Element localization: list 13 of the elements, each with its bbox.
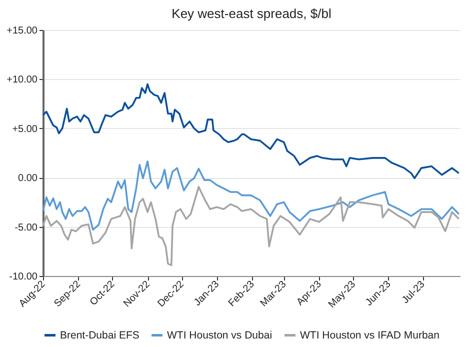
line-series (42, 186, 460, 266)
y-tick-label: +10.00 (6, 74, 38, 86)
chart-title: Key west-east spreads, $/bl (172, 6, 332, 21)
y-tick-label: +15.00 (6, 26, 38, 36)
line-series (42, 160, 460, 231)
y-tick-label: 0.00 (18, 173, 38, 184)
line-series (42, 83, 460, 180)
legend-label: WTI Houston vs IFAD Murban (300, 329, 440, 342)
legend-label: Brent-Dubai EFS (60, 329, 140, 342)
legend-label: WTI Houston vs Dubai (167, 329, 272, 342)
y-tick-label: -5.00 (14, 222, 38, 234)
y-tick-label: -10.00 (9, 272, 38, 282)
y-tick-label: +5.00 (12, 124, 38, 135)
